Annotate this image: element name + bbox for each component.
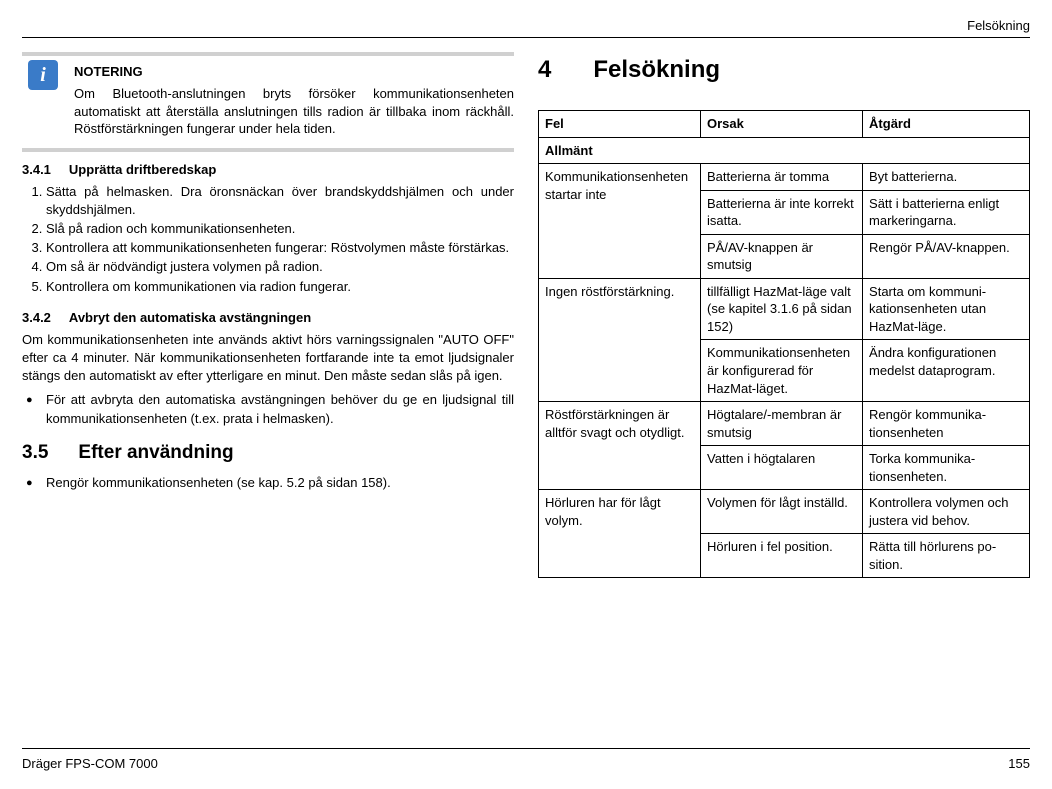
cell-atgard: Sätt i batterierna en­ligt markeringarna…: [863, 190, 1030, 234]
col-header: Orsak: [701, 111, 863, 138]
list-item: Sätta på helmasken. Dra öronsnäckan över…: [46, 183, 514, 219]
cell-atgard: Byt batterierna.: [863, 164, 1030, 191]
chapter-title: Felsökning: [593, 56, 720, 84]
cell-atgard: Ändra konfigurationen medelst dataprogra…: [863, 340, 1030, 402]
cell-fel: Ingen röstförstärk­ning.: [539, 278, 701, 401]
running-header-title: Felsökning: [22, 18, 1030, 33]
notice-title: NOTERING: [74, 64, 514, 79]
section-3-5-header: 3.5 Efter användning: [22, 442, 514, 464]
subsection-title: Avbryt den automatiska avstängningen: [69, 310, 311, 325]
cell-orsak: tillfälligt HazMat-läge valt (se kapitel…: [701, 278, 863, 340]
notice-text: Om Bluetooth-anslutningen bryts försöker…: [74, 85, 514, 138]
cell-orsak: Volymen för lågt in­ställd.: [701, 490, 863, 534]
subsection-3-4-1-header: 3.4.1 Upprätta driftberedskap: [22, 162, 514, 177]
subsection-title: Upprätta driftberedskap: [69, 162, 216, 177]
table-row: Ingen röstförstärk­ning. tillfälligt Haz…: [539, 278, 1030, 340]
subsection-number: 3.4.2: [22, 310, 51, 325]
section-title: Efter användning: [78, 442, 233, 464]
page-footer: Dräger FPS-COM 7000 155: [22, 756, 1030, 771]
table-row: Röstförstärkningen är alltför svagt och …: [539, 402, 1030, 446]
col-header: Åtgärd: [863, 111, 1030, 138]
cell-fel: Kommunikationsen­heten startar inte: [539, 164, 701, 279]
cell-fel: Röstförstärkningen är alltför svagt och …: [539, 402, 701, 490]
info-icon: i: [28, 60, 58, 90]
subsection-number: 3.4.1: [22, 162, 51, 177]
cell-orsak: Hörluren i fel position.: [701, 534, 863, 578]
section-number: 3.5: [22, 442, 48, 464]
cell-atgard: Rengör PÅ/AV-knap­pen.: [863, 234, 1030, 278]
list-item: Om så är nödvändigt justera volymen på r…: [46, 258, 514, 276]
cell-orsak: PÅ/AV-knappen är smutsig: [701, 234, 863, 278]
bullet-list-3-5: Rengör kommunikationsenheten (se kap. 5.…: [22, 474, 514, 492]
footer-rule: [22, 748, 1030, 749]
table-row: Kommunikationsen­heten startar inte Batt…: [539, 164, 1030, 191]
cell-atgard: Torka kommunika­tionsenheten.: [863, 446, 1030, 490]
list-item: Rengör kommunikationsenheten (se kap. 5.…: [46, 474, 514, 492]
table-row: Hörluren har för lågt volym. Volymen för…: [539, 490, 1030, 534]
cell-atgard: Kontrollera volymen och justera vid beho…: [863, 490, 1030, 534]
cell-orsak: Kommunikationsen­heten är konfigurerad f…: [701, 340, 863, 402]
footer-product: Dräger FPS-COM 7000: [22, 756, 158, 771]
two-column-layout: i NOTERING Om Bluetooth-anslutningen bry…: [22, 56, 1030, 578]
cell-orsak: Högtalare/-membran är smutsig: [701, 402, 863, 446]
list-item: Slå på radion och kommunikationsenheten.: [46, 220, 514, 238]
list-item: Kontrollera om kommunikationen via radio…: [46, 278, 514, 296]
right-column: 4 Felsökning Fel Orsak Åtgärd Allmänt Ko…: [538, 56, 1030, 578]
table-section-row: Allmänt: [539, 137, 1030, 164]
paragraph: Om kommunikationsenheten inte används ak…: [22, 331, 514, 386]
cell-orsak: Batterierna är inte korrekt isatta.: [701, 190, 863, 234]
troubleshooting-table: Fel Orsak Åtgärd Allmänt Kommunikationse…: [538, 110, 1030, 578]
header-rule: [22, 37, 1030, 38]
bullet-list-3-4-2: För att avbryta den automatiska avstängn…: [22, 391, 514, 427]
notice-box: i NOTERING Om Bluetooth-anslutningen bry…: [22, 56, 514, 148]
cell-atgard: Rengör kommunika­tionsenheten: [863, 402, 1030, 446]
section-label: Allmänt: [539, 137, 1030, 164]
subsection-3-4-2-header: 3.4.2 Avbryt den automatiska avstängning…: [22, 310, 514, 325]
info-icon-glyph: i: [40, 64, 46, 87]
cell-atgard: Starta om kommuni­kationsenheten utan Ha…: [863, 278, 1030, 340]
list-item: För att avbryta den automatiska avstängn…: [46, 391, 514, 427]
chapter-number: 4: [538, 56, 551, 84]
list-item: Kontrollera att kommunikationsenheten fu…: [46, 239, 514, 257]
cell-atgard: Rätta till hörlurens po­sition.: [863, 534, 1030, 578]
left-column: i NOTERING Om Bluetooth-anslutningen bry…: [22, 56, 514, 578]
col-header: Fel: [539, 111, 701, 138]
cell-fel: Hörluren har för lågt volym.: [539, 490, 701, 578]
footer-page-number: 155: [1008, 756, 1030, 771]
cell-orsak: Vatten i högtalaren: [701, 446, 863, 490]
table-header-row: Fel Orsak Åtgärd: [539, 111, 1030, 138]
cell-orsak: Batterierna är tomma: [701, 164, 863, 191]
ordered-list-3-4-1: Sätta på helmasken. Dra öronsnäckan över…: [22, 183, 514, 296]
chapter-4-header: 4 Felsökning: [538, 56, 1030, 84]
